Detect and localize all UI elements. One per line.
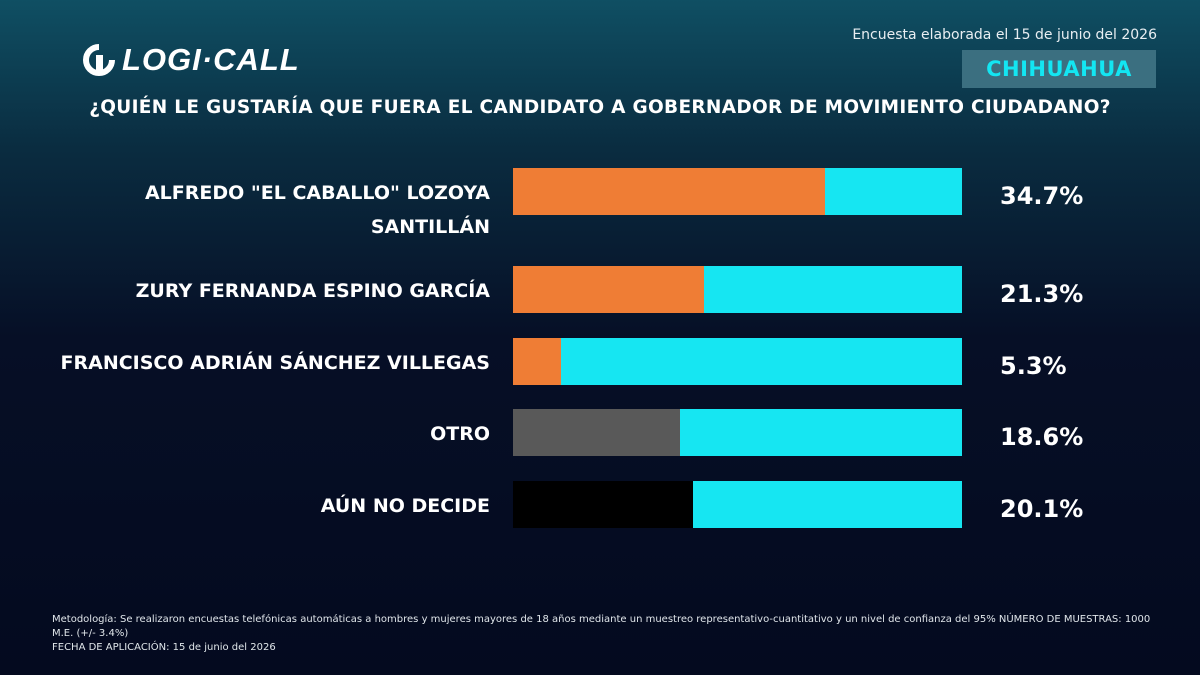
category-label: ZURY FERNANDA ESPINO GARCÍA bbox=[135, 280, 490, 302]
value-label: 5.3% bbox=[1000, 352, 1067, 380]
bar-track bbox=[513, 168, 962, 215]
bar bbox=[513, 266, 705, 313]
bar-track bbox=[513, 409, 962, 456]
value-label: 20.1% bbox=[1000, 495, 1084, 523]
chart-title: ¿QUIÉN LE GUSTARÍA QUE FUERA EL CANDIDAT… bbox=[89, 97, 1111, 118]
bar bbox=[513, 481, 694, 528]
value-label: 21.3% bbox=[1000, 280, 1084, 308]
bar-track bbox=[513, 481, 962, 528]
methodology-text: Metodología: Se realizaron encuestas tel… bbox=[52, 614, 1151, 639]
value-label: 18.6% bbox=[1000, 423, 1084, 451]
application-date: FECHA DE APLICACIÓN: 15 de junio del 202… bbox=[52, 642, 276, 653]
state-badge: CHIHUAHUA bbox=[962, 50, 1156, 88]
logo: LOGI·CALL bbox=[82, 40, 300, 80]
bar-track bbox=[513, 338, 962, 385]
category-label: AÚN NO DECIDE bbox=[320, 495, 490, 517]
logo-icon bbox=[83, 44, 115, 76]
methodology-note: Metodología: Se realizaron encuestas tel… bbox=[52, 613, 1172, 655]
bar bbox=[513, 168, 825, 215]
bar bbox=[513, 338, 561, 385]
category-label: FRANCISCO ADRIÁN SÁNCHEZ VILLEGAS bbox=[60, 352, 490, 374]
logo-text: LOGI·CALL bbox=[122, 42, 300, 77]
value-label: 34.7% bbox=[1000, 182, 1084, 210]
survey-date: Encuesta elaborada el 15 de junio del 20… bbox=[852, 27, 1157, 43]
bar bbox=[513, 409, 681, 456]
bar-track bbox=[513, 266, 962, 313]
category-label: OTRO bbox=[430, 423, 490, 445]
category-label: ALFREDO "EL CABALLO" LOZOYA SANTILLÁN bbox=[144, 182, 490, 238]
